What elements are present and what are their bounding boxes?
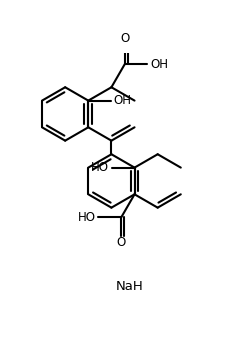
Text: OH: OH — [114, 94, 132, 107]
Text: O: O — [120, 33, 130, 45]
Text: O: O — [116, 236, 126, 249]
Text: HO: HO — [78, 211, 96, 224]
Text: HO: HO — [91, 161, 109, 174]
Text: OH: OH — [150, 58, 168, 71]
Text: NaH: NaH — [116, 280, 144, 293]
